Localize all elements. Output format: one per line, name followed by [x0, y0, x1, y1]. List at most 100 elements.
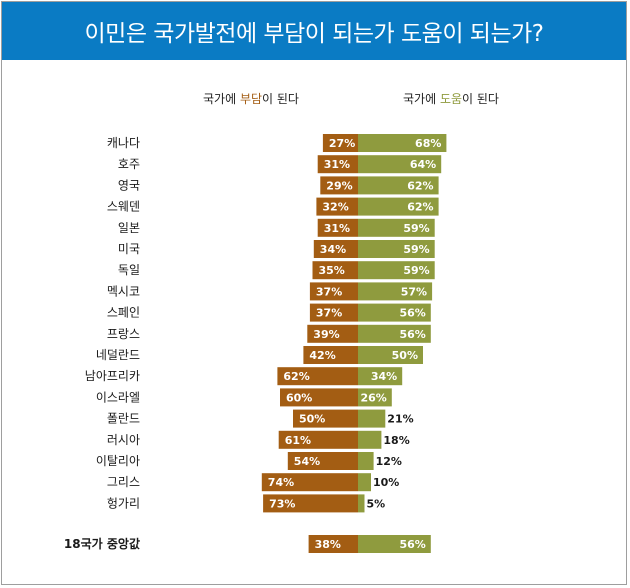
help-bar: [358, 473, 371, 492]
burden-value-label: 37%: [316, 285, 342, 298]
help-bar: [358, 261, 435, 280]
burden-value-label: 62%: [283, 370, 309, 383]
category-label: 이스라엘: [96, 390, 140, 404]
burden-value-label: 31%: [324, 158, 350, 171]
help-value-label: 59%: [403, 222, 429, 235]
category-label: 남아프리카: [85, 369, 140, 383]
help-bar: [358, 452, 374, 470]
category-label: 일본: [118, 221, 140, 235]
burden-bar: [320, 176, 358, 195]
help-header-word: 도움: [439, 92, 463, 106]
category-label: 그리스: [107, 475, 140, 489]
category-label: 독일: [118, 263, 140, 277]
category-label: 멕시코: [107, 284, 140, 298]
burden-value-label: 34%: [320, 243, 346, 256]
burden-value-label: 35%: [319, 264, 345, 277]
help-value-label: 64%: [410, 158, 436, 171]
help-bar: [358, 134, 447, 152]
burden-bar: [307, 324, 358, 343]
help-header-suffix: 이 된다: [462, 92, 499, 106]
burden-bar: [312, 261, 358, 280]
burden-bar: [277, 367, 358, 386]
burden-header-word: 부담: [239, 92, 263, 106]
burden-bar: [280, 388, 358, 407]
category-label: 네덜란드: [96, 348, 140, 362]
burden-value-label: 37%: [316, 307, 342, 320]
category-label: 영국: [118, 178, 140, 192]
help-value-label: 5%: [367, 497, 386, 510]
burden-bar: [263, 494, 358, 513]
category-label: 프랑스: [107, 327, 140, 341]
help-value-label: 56%: [399, 307, 425, 320]
burden-value-label: 61%: [285, 434, 311, 447]
help-value-label: 59%: [403, 243, 429, 256]
help-bar: [358, 176, 439, 195]
burden-header-suffix: 이 된다: [262, 92, 299, 106]
help-value-label: 59%: [403, 264, 429, 277]
burden-bar: [303, 346, 358, 364]
help-bar: [358, 346, 423, 364]
help-header-prefix: 국가에: [403, 92, 440, 106]
help-value-label: 21%: [387, 413, 413, 426]
category-label: 스웨덴: [107, 200, 140, 214]
help-value-label: 62%: [407, 201, 433, 214]
help-value-label: 26%: [360, 391, 386, 404]
burden-value-label: 42%: [309, 349, 335, 362]
help-value-label: 12%: [376, 455, 402, 468]
category-label: 스페인: [107, 306, 140, 320]
help-value-label: 56%: [399, 328, 425, 341]
help-bar: [358, 197, 439, 216]
burden-value-label: 74%: [268, 476, 294, 489]
help-bar: [358, 324, 431, 343]
help-bar: [358, 155, 442, 174]
help-bar: [358, 282, 433, 301]
help-bar: [358, 388, 392, 407]
category-label: 이탈리아: [96, 454, 140, 468]
burden-column-header: 국가에 부담이 된다: [203, 90, 299, 107]
help-value-label: 10%: [373, 476, 399, 489]
help-value-label: 57%: [401, 285, 427, 298]
help-column-header: 국가에 도움이 된다: [403, 90, 499, 107]
help-bar: [358, 409, 386, 428]
help-value-label: 18%: [383, 434, 409, 447]
help-bar: [358, 367, 403, 386]
burden-bar: [309, 282, 358, 301]
chart-title: 이민은 국가발전에 부담이 되는가 도움이 되는가?: [2, 2, 626, 60]
burden-value-label: 73%: [269, 497, 295, 510]
category-label: 미국: [118, 242, 140, 256]
burden-bar: [261, 473, 358, 492]
help-bar: [358, 430, 382, 449]
help-value-label: 68%: [415, 137, 441, 150]
burden-header-prefix: 국가에: [203, 92, 240, 106]
burden-value-label: 38%: [315, 538, 341, 551]
burden-value-label: 29%: [326, 179, 352, 192]
help-bar: [358, 303, 431, 322]
burden-bar: [322, 134, 358, 152]
burden-value-label: 39%: [313, 328, 339, 341]
burden-value-label: 60%: [286, 391, 312, 404]
burden-bar: [313, 240, 358, 258]
burden-value-label: 54%: [294, 455, 320, 468]
category-label: 헝가리: [107, 496, 140, 510]
category-label: 캐나다: [107, 136, 140, 150]
help-value-label: 34%: [371, 370, 397, 383]
help-bar: [358, 494, 365, 513]
burden-bar: [293, 409, 358, 428]
category-label: 러시아: [107, 433, 140, 447]
help-bar: [358, 218, 435, 237]
burden-value-label: 50%: [299, 413, 325, 426]
burden-bar: [317, 155, 358, 174]
burden-bar: [278, 430, 358, 449]
category-label: 호주: [118, 157, 140, 171]
burden-bar: [309, 303, 358, 322]
help-value-label: 56%: [399, 538, 425, 551]
help-value-label: 62%: [407, 179, 433, 192]
burden-bar: [316, 197, 358, 216]
burden-bar: [308, 535, 358, 553]
help-bar: [358, 240, 435, 258]
help-bar: [358, 535, 431, 553]
burden-value-label: 27%: [329, 137, 355, 150]
category-label: 18국가 중앙값: [64, 536, 140, 551]
burden-bar: [317, 218, 358, 237]
